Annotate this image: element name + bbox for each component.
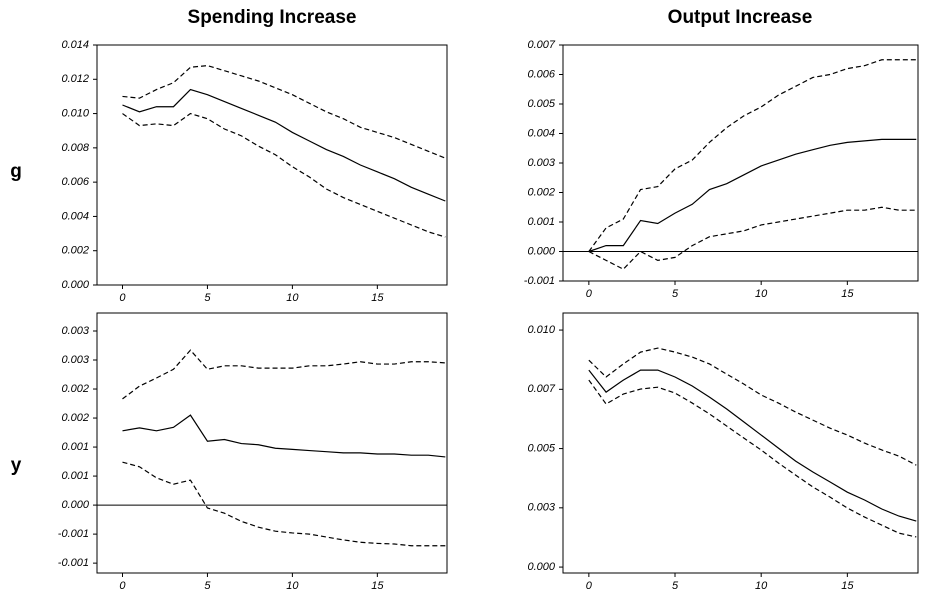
y-tick-label: 0.004 — [61, 210, 89, 222]
panel: 0.007 0.006 0.005 0.004 0.003 0.002 0.001 0.000… — [524, 39, 919, 300]
y-tick-label: 0.014 — [61, 39, 89, 51]
response-line — [588, 369, 917, 522]
x-tick-label: 15 — [841, 288, 854, 300]
x-tick-label: 5 — [204, 292, 211, 304]
y-tick-label: 0.006 — [527, 68, 555, 80]
x-tick-label: 10 — [755, 288, 768, 300]
column-title: Output Increase — [668, 7, 813, 28]
panel: 0.010 0.007 0.005 0.003 0.000 0 5 10 15 — [527, 312, 919, 592]
response-line — [122, 88, 446, 202]
band-line — [588, 347, 917, 466]
band-line — [588, 379, 917, 538]
band-line — [122, 349, 446, 400]
x-tick-label: 15 — [371, 580, 384, 590]
row-label: y — [11, 455, 22, 476]
x-tick-label: 10 — [286, 292, 299, 304]
y-tick-label: 0.000 — [61, 279, 89, 291]
y-tick-label: -0.001 — [524, 275, 555, 287]
x-tick-label: 0 — [119, 580, 126, 590]
band-line — [122, 64, 446, 159]
plot-frame — [562, 312, 919, 574]
x-tick-label: 0 — [119, 292, 126, 304]
y-tick-label: 0.002 — [61, 412, 89, 424]
y-tick-label: 0.001 — [61, 470, 89, 482]
y-tick-label: 0.000 — [61, 499, 89, 511]
x-tick-label: 0 — [586, 580, 593, 590]
y-tick-label: 0.003 — [61, 325, 89, 337]
y-tick-label: 0.003 — [527, 502, 555, 514]
y-tick-label: 0.005 — [527, 442, 555, 454]
x-tick-label: 10 — [286, 580, 299, 590]
plot-frame — [96, 312, 448, 574]
y-tick-label: 0.008 — [61, 142, 89, 154]
y-tick-label: 0.001 — [61, 441, 89, 453]
response-line — [122, 414, 446, 458]
x-tick-label: 5 — [672, 288, 679, 300]
band-line — [588, 206, 917, 270]
band-line — [122, 112, 446, 238]
x-tick-label: 10 — [755, 580, 768, 590]
y-tick-label: 0.005 — [527, 98, 555, 110]
y-tick-label: 0.007 — [527, 383, 555, 395]
x-tick-label: 15 — [371, 292, 384, 304]
y-tick-label: -0.001 — [58, 528, 89, 540]
x-tick-label: 15 — [841, 580, 854, 590]
panel: 0.014 0.012 0.010 0.008 0.006 0.004 0.002 0.000… — [61, 39, 448, 304]
y-tick-label: 0.002 — [527, 186, 555, 198]
y-tick-label: 0.001 — [527, 216, 555, 228]
panel: 0.003 0.003 0.002 0.002 0.001 0.001 0.000 -0.00… — [58, 312, 448, 592]
x-tick-label: 5 — [672, 580, 679, 590]
y-tick-label: 0.002 — [61, 245, 89, 257]
band-line — [122, 461, 446, 547]
y-tick-label: 0.006 — [61, 176, 89, 188]
band-line — [588, 59, 917, 252]
y-tick-label: 0.002 — [61, 383, 89, 395]
response-line — [588, 138, 917, 253]
y-tick-label: 0.000 — [527, 245, 555, 257]
x-tick-label: 5 — [204, 580, 211, 590]
column-title: Spending Increase — [188, 7, 357, 28]
y-tick-label: 0.003 — [527, 157, 555, 169]
y-tick-label: 0.007 — [527, 39, 555, 51]
y-tick-label: 0.010 — [61, 107, 89, 119]
x-tick-label: 0 — [586, 288, 593, 300]
plot-frame — [96, 44, 448, 286]
y-tick-label: -0.001 — [58, 557, 89, 569]
y-tick-label: 0.010 — [527, 324, 555, 336]
y-tick-label: 0.012 — [61, 73, 89, 85]
row-label: g — [10, 161, 22, 182]
y-tick-label: 0.000 — [527, 561, 555, 573]
y-tick-label: 0.003 — [61, 354, 89, 366]
y-tick-label: 0.004 — [527, 127, 555, 139]
